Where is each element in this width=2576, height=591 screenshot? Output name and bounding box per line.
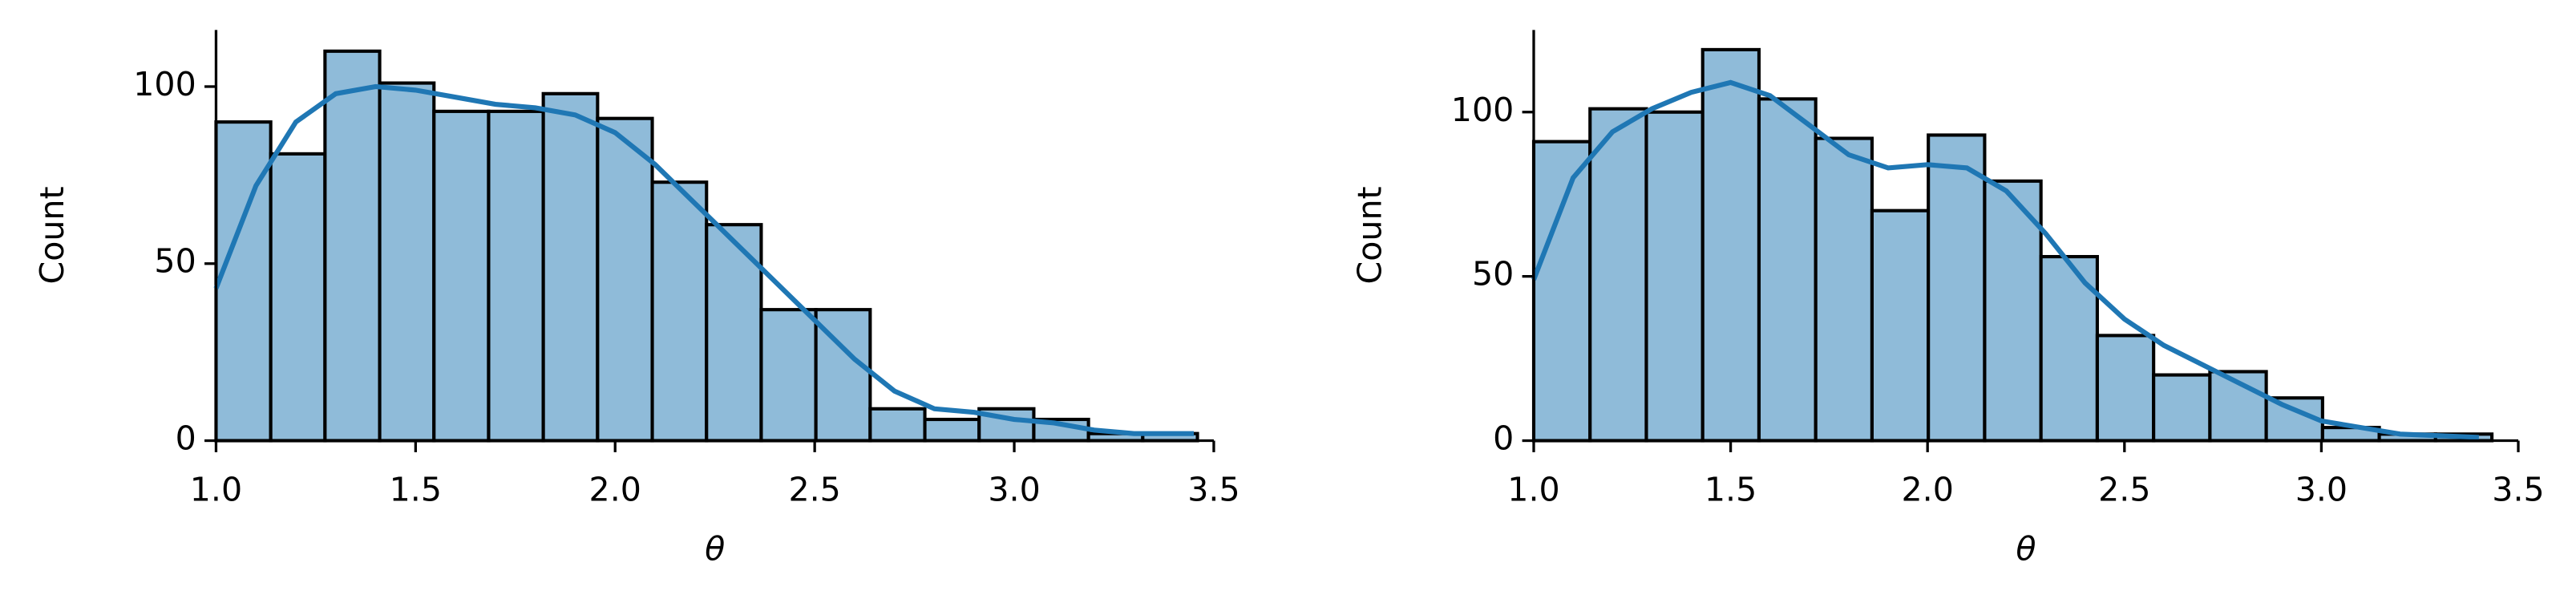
x-tick-label: 2.0 [589, 470, 641, 508]
bar [432, 109, 491, 443]
bar [2152, 373, 2212, 443]
bar [1983, 179, 2043, 443]
x-tick-label: 3.0 [988, 470, 1040, 508]
y-axis-label: Count [1350, 186, 1389, 284]
y-tick-label: 100 [133, 65, 196, 103]
bar [1814, 136, 1874, 443]
y-tick-label: 50 [154, 242, 196, 281]
x-tick-label: 1.0 [1507, 470, 1559, 508]
x-tick-label: 1.5 [390, 470, 442, 508]
x-tick-label: 2.0 [1901, 470, 1953, 508]
kde-line [213, 83, 1195, 436]
bar [541, 91, 600, 443]
chart: 1.0 1.5 2.0 2.5 3.0 3.5 0 50 100 θ Count [1350, 30, 2545, 568]
bar [2095, 334, 2156, 443]
x-tick-label: 2.5 [788, 470, 840, 508]
y-axis-label: Count [33, 186, 71, 284]
x-tick-label: 3.5 [1187, 470, 1239, 508]
x-tick-label: 1.5 [1705, 470, 1757, 508]
bar [1644, 110, 1705, 443]
y-tick-label: 50 [1472, 255, 1514, 293]
bar [1927, 133, 1987, 443]
bar [487, 109, 545, 443]
bar [269, 152, 327, 443]
bar [1531, 140, 1592, 443]
chart: 1.0 1.5 2.0 2.5 3.0 3.5 0 50 100 θ Count [33, 30, 1240, 568]
kde-line [1531, 79, 2480, 440]
y-tick-label: 100 [1451, 91, 1514, 129]
x-tick-label: 3.0 [2295, 470, 2348, 508]
bar [759, 308, 818, 443]
bar [378, 81, 436, 443]
bar [323, 49, 382, 443]
bar [923, 417, 981, 443]
bar [1588, 107, 1648, 443]
bar [596, 116, 654, 443]
x-axis-label: θ [2016, 529, 2036, 568]
x-axis-label: θ [705, 529, 725, 568]
x-tick-label: 1.0 [190, 470, 242, 508]
bar [650, 180, 709, 443]
bar [1757, 97, 1818, 443]
x-tick-label: 2.5 [2098, 470, 2150, 508]
bar [868, 407, 927, 443]
y-tick-label: 0 [1493, 419, 1514, 458]
x-tick-label: 3.5 [2492, 470, 2544, 508]
y-tick-label: 0 [176, 419, 196, 458]
bar [214, 120, 273, 443]
bar [1870, 208, 1931, 443]
bar [1700, 47, 1761, 443]
